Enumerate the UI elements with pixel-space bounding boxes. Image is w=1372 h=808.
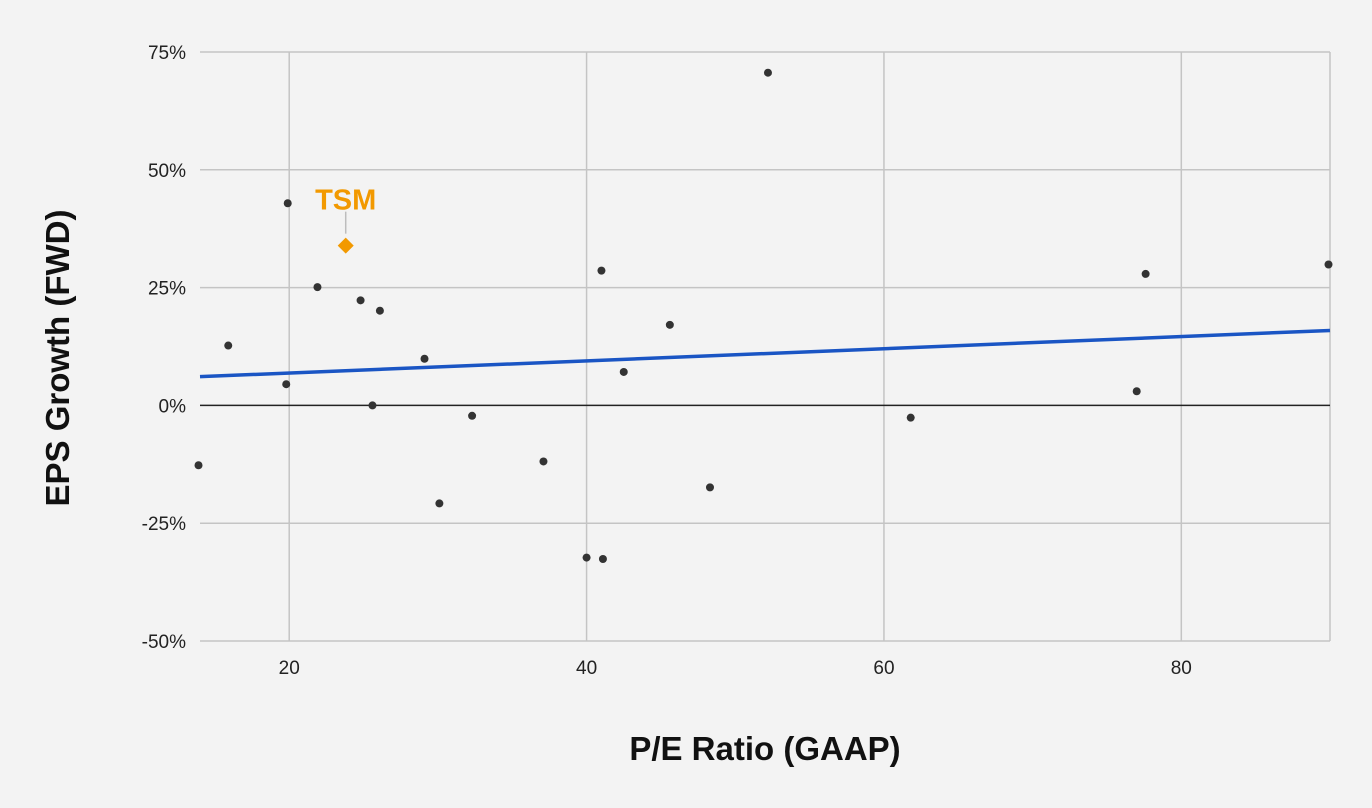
y-tick-label: -50% <box>142 632 186 653</box>
data-point <box>906 413 915 422</box>
data-point <box>435 499 444 508</box>
x-tick-label: 80 <box>1171 658 1192 679</box>
y-tick-label: 75% <box>148 43 186 64</box>
data-point <box>368 401 377 410</box>
data-point <box>665 320 674 329</box>
y-axis-title: EPS Growth (FWD) <box>39 210 76 507</box>
x-axis-ticks: 20 40 60 80 <box>279 658 1192 679</box>
data-point <box>598 555 607 564</box>
data-point <box>1324 260 1333 269</box>
data-point <box>356 296 365 305</box>
data-point <box>224 341 233 350</box>
data-points <box>194 68 1333 564</box>
y-tick-label: 50% <box>148 161 186 182</box>
data-point <box>763 68 772 77</box>
x-axis-title: P/E Ratio (GAAP) <box>629 730 900 767</box>
annotations: TSM <box>315 185 376 234</box>
gridlines <box>200 51 1331 642</box>
data-point <box>420 354 429 363</box>
data-point <box>375 306 384 315</box>
annotation-label: TSM <box>315 185 376 217</box>
data-point <box>597 266 606 275</box>
data-point <box>1132 387 1141 396</box>
x-tick-label: 20 <box>279 658 300 679</box>
data-point <box>283 199 292 208</box>
highlight-point <box>337 237 354 254</box>
y-tick-label: -25% <box>142 514 186 535</box>
trendline-layer <box>199 328 1331 379</box>
data-point <box>1141 269 1150 278</box>
data-point <box>194 461 203 470</box>
data-point <box>582 553 591 562</box>
trendline <box>199 328 1331 379</box>
y-tick-label: 0% <box>159 396 187 417</box>
y-axis-ticks: -50% -25% 0% 25% 50% 75% <box>142 43 186 653</box>
x-tick-label: 60 <box>873 658 894 679</box>
data-point <box>313 283 322 292</box>
data-point <box>282 380 291 389</box>
data-point <box>539 457 548 466</box>
data-point <box>468 411 477 420</box>
data-point <box>705 483 714 492</box>
data-point <box>619 367 628 376</box>
y-tick-label: 25% <box>148 279 186 300</box>
x-tick-label: 40 <box>576 658 597 679</box>
